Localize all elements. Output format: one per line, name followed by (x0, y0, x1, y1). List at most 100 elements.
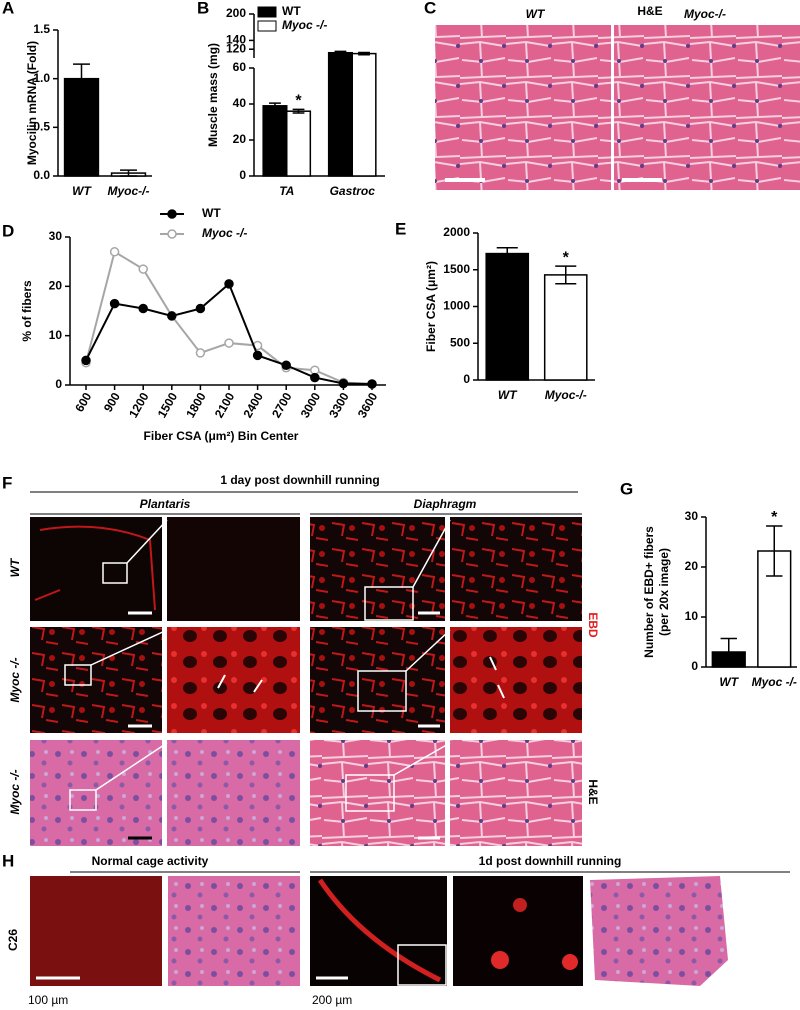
micrograph (168, 876, 300, 986)
y-tick-label: 0.0 (33, 168, 50, 182)
error-bar (334, 50, 347, 55)
marker (109, 298, 120, 309)
marker (224, 279, 234, 289)
marker (138, 264, 148, 274)
error-bar (269, 102, 281, 110)
bar (543, 274, 588, 381)
legend-label: WT (202, 206, 221, 220)
x-tick-label: 1200 (126, 390, 152, 420)
y-tick-label: 1.5 (33, 22, 50, 36)
section-title: 1 day post downhill running (220, 473, 379, 487)
zoom-box (345, 774, 395, 812)
row-label: Myoc -/- (8, 769, 22, 814)
zoom-box (397, 944, 447, 986)
zoom-box (357, 670, 407, 712)
marker (338, 378, 349, 389)
x-tick-label: Myoc-/- (545, 388, 587, 402)
marker (367, 379, 377, 389)
x-tick-label: 2400 (240, 390, 266, 420)
y-tick-label: 0.5 (33, 120, 50, 134)
panel-label: A (2, 0, 14, 17)
bar (63, 77, 100, 177)
arrow (489, 656, 497, 671)
legend-marker (167, 209, 177, 219)
micrograph (30, 517, 162, 621)
zoom-box (69, 789, 97, 811)
zoom-line (95, 742, 168, 791)
x-tick-label: 900 (101, 390, 123, 415)
column-label: 1d post downhill running (479, 854, 622, 868)
marker (224, 338, 234, 348)
arrow (253, 679, 263, 693)
fiber (513, 898, 527, 912)
x-tick-label: 2100 (212, 390, 238, 420)
image-label: H&E (637, 4, 662, 18)
tissue-edge (34, 525, 156, 611)
zoom-box (364, 586, 414, 621)
annotation: * (295, 93, 302, 110)
y-tick-label: 2000 (443, 225, 470, 239)
micrograph (167, 740, 300, 846)
panel-label: F (2, 473, 12, 492)
x-tick-label: 3600 (355, 390, 381, 420)
y-tick-label: 1500 (443, 262, 470, 276)
legend-label: WT (282, 4, 301, 18)
micrograph (167, 517, 300, 621)
row-label: WT (8, 557, 22, 577)
micrograph (450, 740, 582, 846)
scale-label: 100 µm (28, 993, 68, 1007)
side-label: H&E (586, 779, 600, 804)
micrograph (310, 740, 445, 846)
x-tick-label: Myoc -/- (752, 675, 797, 689)
micrograph (167, 627, 300, 733)
x-tick-label: TA (279, 184, 294, 198)
x-tick-label: 1500 (155, 390, 181, 420)
line (85, 282, 373, 386)
legend-swatch (257, 20, 277, 32)
legend-label: Myoc -/- (282, 18, 327, 32)
image-label: WT (526, 7, 546, 21)
y-tick-label: 20 (49, 279, 63, 293)
tissue-edge (317, 878, 442, 983)
fiber (491, 951, 509, 969)
arrow (497, 684, 505, 699)
zoom-box (102, 562, 128, 584)
marker (252, 350, 263, 361)
image-label: Myoc-/- (684, 7, 726, 21)
error-bar (766, 525, 783, 577)
zoom-box (64, 664, 92, 686)
micrograph-grid (30, 517, 582, 846)
marker (81, 355, 91, 366)
y-axis-title: Muscle mass (mg) (206, 43, 220, 147)
zoom-line (90, 629, 168, 666)
y-tick-label: 10 (49, 328, 63, 342)
micrograph (450, 517, 582, 621)
annotation: * (563, 249, 570, 266)
error-bar (292, 108, 305, 114)
y-tick-label: 60 (233, 60, 247, 74)
panel-label: E (395, 219, 406, 238)
zoom-line (126, 519, 168, 564)
y-tick-label: 120 (226, 41, 246, 55)
marker (195, 348, 206, 358)
line (85, 250, 373, 386)
column-label: Diaphragm (414, 497, 477, 511)
legend-marker (167, 229, 177, 239)
x-tick-label: 600 (72, 390, 94, 415)
column-label: Plantaris (140, 497, 191, 511)
column-label: Normal cage activity (92, 854, 209, 868)
legend-swatch (257, 6, 277, 18)
annotation: * (771, 509, 778, 526)
bar (485, 252, 530, 381)
zoom-line (405, 629, 451, 672)
y-axis-title: (per 20x image) (657, 548, 671, 636)
panel-label: H (2, 851, 14, 870)
x-tick-label: WT (719, 675, 739, 689)
x-axis-title: Fiber CSA (μm²) Bin Center (144, 429, 299, 443)
micrograph (450, 627, 582, 733)
y-tick-label: 200 (226, 6, 246, 20)
y-tick-label: 30 (49, 229, 63, 243)
zoom-line (412, 519, 451, 588)
bar (351, 52, 377, 177)
bar (262, 105, 288, 177)
